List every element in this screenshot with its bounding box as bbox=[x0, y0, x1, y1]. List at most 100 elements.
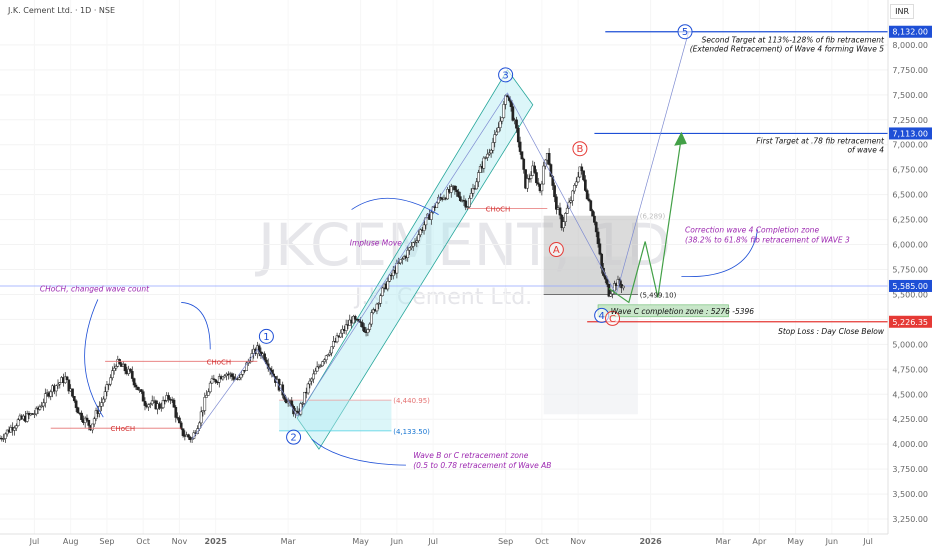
candle-up bbox=[16, 419, 20, 426]
candle-down bbox=[558, 207, 562, 216]
candle-up bbox=[223, 375, 227, 378]
candle-up bbox=[54, 385, 58, 392]
candle-down bbox=[143, 400, 147, 406]
candle-up bbox=[578, 166, 582, 178]
currency-selector[interactable]: INR bbox=[890, 4, 914, 19]
candle-up bbox=[491, 142, 495, 151]
candle-up bbox=[411, 242, 415, 247]
candle-down bbox=[596, 231, 600, 244]
candle-up bbox=[500, 117, 504, 122]
grid bbox=[0, 44, 888, 520]
candle-up bbox=[502, 104, 506, 118]
candle-down bbox=[515, 119, 518, 129]
candle-up bbox=[308, 380, 312, 385]
candle-down bbox=[549, 164, 553, 177]
candle-down bbox=[580, 166, 584, 171]
candle-down bbox=[290, 400, 294, 407]
y-tick-label: 6,250.00 bbox=[892, 216, 928, 225]
candle-down bbox=[76, 407, 80, 414]
choch-label-1: CHoCH bbox=[111, 425, 136, 433]
candle-up bbox=[323, 359, 326, 362]
x-tick-label: Aug bbox=[63, 537, 79, 546]
y-tick-label: 4,000.00 bbox=[892, 440, 928, 449]
candle-down bbox=[129, 368, 132, 372]
candle-down bbox=[132, 378, 136, 386]
candle-up bbox=[486, 153, 489, 158]
candle-down bbox=[582, 170, 585, 181]
candle-down bbox=[265, 359, 268, 365]
candle-up bbox=[477, 172, 480, 183]
candle-down bbox=[67, 379, 71, 392]
candle-down bbox=[65, 376, 69, 381]
candle-up bbox=[410, 246, 413, 249]
candle-up bbox=[324, 355, 328, 361]
candle-up bbox=[203, 397, 207, 411]
candle-up bbox=[497, 127, 500, 133]
candle-down bbox=[511, 106, 515, 121]
candle-up bbox=[569, 200, 573, 203]
candle-up bbox=[565, 207, 569, 214]
level-4440-label: (4,440.95) bbox=[393, 397, 430, 405]
y-tick-label: 4,500.00 bbox=[892, 390, 928, 399]
price-axis-panel bbox=[888, 0, 932, 550]
first-target-note-2: of wave 4 bbox=[847, 145, 884, 154]
price-tag-first-target bbox=[889, 127, 932, 140]
second-target-note-1: Second Target at 113%-128% of fib retrac… bbox=[702, 36, 885, 45]
correction-note-1: Correction wave 4 Completion zone bbox=[685, 226, 819, 235]
wave5-marker bbox=[677, 24, 693, 40]
x-tick-label: Jul bbox=[29, 537, 40, 546]
candle-up bbox=[199, 411, 203, 424]
impulse-pointer bbox=[351, 197, 439, 215]
candle-up bbox=[315, 366, 319, 372]
candle-up bbox=[413, 241, 417, 244]
candle-up bbox=[161, 400, 165, 408]
candle-up bbox=[564, 213, 567, 222]
x-tick-label: Mar bbox=[716, 537, 732, 546]
candle-up bbox=[312, 373, 315, 380]
candle-down bbox=[141, 391, 145, 402]
candle-down bbox=[87, 420, 91, 426]
candle-down bbox=[453, 185, 457, 191]
candle-up bbox=[466, 206, 469, 208]
wave-line-3-4 bbox=[507, 92, 617, 295]
candle-down bbox=[535, 172, 538, 184]
candle-up bbox=[25, 413, 29, 422]
candle-down bbox=[232, 376, 236, 380]
wave2-marker bbox=[286, 429, 302, 445]
candle-up bbox=[399, 259, 402, 264]
candle-up bbox=[149, 403, 152, 405]
candle-down bbox=[587, 198, 591, 201]
candle-up bbox=[574, 181, 578, 186]
candle-up bbox=[321, 361, 324, 367]
candle-down bbox=[553, 185, 556, 198]
candle-down bbox=[85, 417, 89, 421]
candle-up bbox=[446, 189, 449, 200]
candle-up bbox=[103, 391, 107, 400]
candle-up bbox=[375, 303, 379, 312]
candle-up bbox=[352, 316, 355, 324]
candle-down bbox=[174, 406, 178, 418]
candle-down bbox=[589, 200, 593, 211]
candle-up bbox=[495, 131, 498, 135]
candle-up bbox=[332, 341, 335, 348]
candle-up bbox=[201, 410, 205, 413]
candle-up bbox=[388, 274, 391, 282]
candle-down bbox=[359, 321, 362, 323]
candle-up bbox=[576, 176, 580, 183]
candle-down bbox=[585, 190, 589, 200]
candle-up bbox=[237, 377, 241, 380]
candle-up bbox=[58, 382, 62, 385]
candle-down bbox=[167, 395, 170, 400]
y-tick-label: 6,000.00 bbox=[892, 241, 928, 250]
candle-down bbox=[136, 386, 140, 391]
candle-up bbox=[415, 240, 419, 243]
candle-up bbox=[449, 186, 453, 193]
correction-note-2: (38.2% to 61.8% fib retracement of WAVE … bbox=[685, 236, 850, 245]
first-target-note-1: First Target at .78 fib retracement bbox=[756, 136, 885, 145]
candle-up bbox=[221, 376, 225, 380]
candle-down bbox=[172, 399, 176, 408]
levels bbox=[0, 31, 888, 323]
candle-down bbox=[353, 316, 357, 320]
